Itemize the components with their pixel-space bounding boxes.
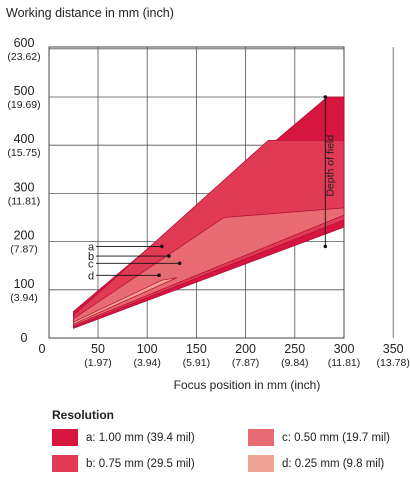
chart-axes: 0100(3.94)200(7.87)300(11.81)400(15.75)5… [7,36,409,369]
legend-label-a: a: 1.00 mm (39.4 mil) [86,431,195,444]
legend-items: a: 1.00 mm (39.4 mil) c: 0.50 mm (19.7 m… [52,429,402,472]
legend-item-b: b: 0.75 mm (29.5 mil) [52,455,248,472]
y-tick-label-200: 200 [14,229,35,243]
y-tick-label-500: 500 [14,84,35,98]
x-tick-label-250: 250 [284,342,305,356]
x-tick-sub-250: (9.84) [281,357,308,369]
resolution-legend: Resolution a: 1.00 mm (39.4 mil) c: 0.50… [52,408,402,472]
y-tick-label-300: 300 [14,180,35,194]
legend-label-d: d: 0.25 mm (9.8 mil) [282,457,385,470]
depth-of-field-bottom-dot [323,244,328,249]
annotation-dot-b [167,254,171,258]
annotation-dot-c [177,261,182,266]
x-tick-label-200: 200 [235,342,256,356]
x-tick-sub-150: (5.91) [183,357,210,369]
resolution-areas [73,96,345,329]
y-tick-sub-600: (23.62) [7,51,40,63]
y-axis-title: Working distance in mm (inch) [6,6,174,20]
x-tick-sub-300: (11.81) [328,357,361,369]
legend-label-c: c: 0.50 mm (19.7 mil) [282,431,390,444]
annotation-dot-a [160,244,164,249]
x-tick-label-0: 0 [39,342,46,356]
y-tick-sub-100: (3.94) [10,292,37,304]
depth-of-field-label: Depth of field [324,135,336,197]
y-tick-label-400: 400 [14,132,35,146]
legend-swatch-a [52,429,78,446]
legend-item-c: c: 0.50 mm (19.7 mil) [248,429,398,446]
x-tick-sub-50: (1.97) [84,357,111,369]
y-tick-label-100: 100 [14,277,35,291]
area-d [73,277,178,325]
legend-label-b: b: 0.75 mm (29.5 mil) [86,457,195,470]
y-tick-sub-400: (15.75) [7,147,40,159]
x-tick-label-100: 100 [137,342,158,356]
x-tick-sub-200: (7.87) [232,357,259,369]
legend-swatch-c [248,429,274,446]
legend-swatch-d [248,455,274,472]
x-tick-sub-350: (13.78) [377,357,410,369]
legend-swatch-b [52,455,78,472]
y-tick-label-0: 0 [21,331,28,345]
annotation-label-d: d [88,270,94,282]
y-tick-label-600: 600 [14,36,35,50]
x-tick-label-150: 150 [186,342,207,356]
annotation-label-a: a [88,241,95,253]
annotation-label-c: c [88,258,94,270]
depth-of-field-top-dot [323,95,328,99]
y-tick-sub-500: (19.69) [7,99,40,111]
x-tick-sub-100: (3.94) [133,357,160,369]
legend-title: Resolution [52,408,114,422]
x-tick-label-350: 350 [383,342,404,356]
x-axis-title: Focus position in mm (inch) [174,378,321,392]
legend-item-d: d: 0.25 mm (9.8 mil) [248,455,398,472]
annotation-label-b: b [88,251,94,263]
legend-item-a: a: 1.00 mm (39.4 mil) [52,429,248,446]
annotation-dot-d [157,273,161,278]
y-tick-sub-200: (7.87) [10,244,37,256]
x-tick-label-50: 50 [91,342,105,356]
x-tick-label-300: 300 [334,342,355,356]
y-tick-sub-300: (11.81) [8,195,41,207]
